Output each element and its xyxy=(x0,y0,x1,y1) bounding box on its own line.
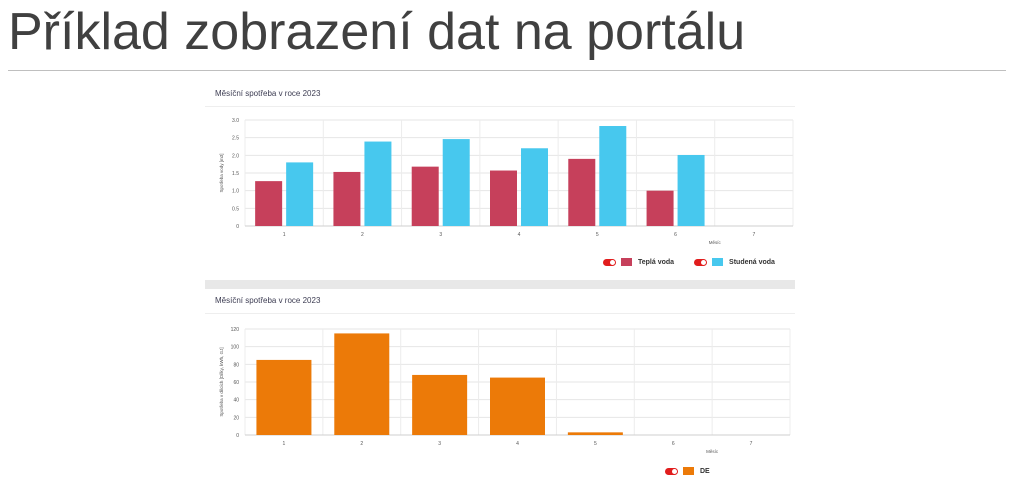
y-axis-label: Spotřeba v dílcích [Dílky, kWh, GJ] xyxy=(219,347,224,416)
y-axis-label: Spotřeba vody [m3] xyxy=(219,153,224,192)
y-tick-label: 0 xyxy=(236,224,239,230)
toggle-switch-icon[interactable] xyxy=(694,258,708,266)
y-tick-label: 120 xyxy=(231,327,240,333)
y-tick-label: 60 xyxy=(233,380,239,386)
legend-item[interactable]: Studená voda xyxy=(694,258,775,266)
legend-label: Studená voda xyxy=(729,258,775,266)
toggle-switch-icon[interactable] xyxy=(603,258,616,266)
legend-swatch xyxy=(683,467,694,475)
bar-teplá-voda-5[interactable] xyxy=(568,158,596,226)
chart-title: Měsíční spotřeba v roce 2023 xyxy=(215,89,321,98)
y-tick-label: 20 xyxy=(233,415,239,421)
bar-teplá-voda-4[interactable] xyxy=(490,170,517,226)
bar-teplá-voda-2[interactable] xyxy=(333,171,361,226)
x-tick-label: 1 xyxy=(283,232,286,238)
bar-teplá-voda-1[interactable] xyxy=(255,181,283,226)
legend-swatch xyxy=(621,258,632,266)
y-tick-label: 1.0 xyxy=(232,189,239,195)
x-tick-label: 3 xyxy=(439,232,442,238)
chart-panel-heat: Měsíční spotřeba v roce 2023 0 20 40 60 80 10… xyxy=(205,289,795,491)
bar-teplá-voda-6[interactable] xyxy=(646,190,674,226)
x-tick-label: 7 xyxy=(750,441,753,447)
y-tick-label: 0 xyxy=(236,433,239,439)
bar-de-5[interactable] xyxy=(567,432,623,435)
legend-label: Teplá voda xyxy=(638,258,675,266)
chart-title-divider xyxy=(205,106,795,107)
y-tick-label: 1.5 xyxy=(232,171,239,177)
bar-studená-voda-3[interactable] xyxy=(442,139,470,226)
water-bar-chart: 0 0.5 1.0 1.5 2.0 2.5 3.0 Spotřeba vody [m3] 1 2 3… xyxy=(219,118,794,245)
toggle-switch-icon[interactable] xyxy=(665,467,678,475)
x-tick-label: 4 xyxy=(518,232,521,238)
x-tick-label: 7 xyxy=(752,232,755,238)
bar-de-2[interactable] xyxy=(334,333,390,435)
chart-legend: DE xyxy=(665,467,724,475)
bar-studená-voda-4[interactable] xyxy=(521,148,548,226)
y-tick-label: 2.0 xyxy=(232,153,239,159)
chart-title-divider xyxy=(205,313,795,314)
x-axis-label: Měsíc xyxy=(706,449,719,454)
legend-item[interactable]: DE xyxy=(665,467,710,475)
bar-studená-voda-5[interactable] xyxy=(599,126,627,226)
bar-teplá-voda-3[interactable] xyxy=(411,166,439,226)
x-axis-label: Měsíc xyxy=(709,240,722,245)
bar-studená-voda-6[interactable] xyxy=(677,154,705,226)
bar-studená-voda-2[interactable] xyxy=(364,141,392,226)
y-tick-label: 2.5 xyxy=(232,136,239,142)
bar-de-3[interactable] xyxy=(412,374,468,435)
y-tick-label: 3.0 xyxy=(232,118,239,124)
chart-legend: Teplá voda Studená voda xyxy=(603,258,789,266)
chart-panel-water: Měsíční spotřeba v roce 2023 0 0.5 1.0 1.5 2… xyxy=(205,82,795,280)
heat-bar-chart: 0 20 40 60 80 100 120 Spotřeba v dílcích [Dílky… xyxy=(219,327,791,454)
x-tick-label: 3 xyxy=(438,441,441,447)
chart-title: Měsíční spotřeba v roce 2023 xyxy=(215,296,321,305)
x-tick-label: 6 xyxy=(674,232,677,238)
bar-studená-voda-1[interactable] xyxy=(286,162,314,226)
title-divider xyxy=(8,70,1006,71)
legend-swatch xyxy=(712,258,724,266)
x-tick-label: 2 xyxy=(361,232,364,238)
x-tick-label: 5 xyxy=(594,441,597,447)
x-tick-label: 1 xyxy=(283,441,286,447)
panel-separator xyxy=(205,280,795,289)
bar-de-1[interactable] xyxy=(256,359,312,435)
y-tick-label: 0.5 xyxy=(232,206,239,212)
y-tick-label: 100 xyxy=(231,345,240,351)
x-tick-label: 2 xyxy=(360,441,363,447)
y-tick-label: 40 xyxy=(233,398,239,404)
legend-item[interactable]: Teplá voda xyxy=(603,258,674,266)
x-tick-label: 6 xyxy=(672,441,675,447)
x-tick-label: 4 xyxy=(516,441,519,447)
x-tick-label: 5 xyxy=(596,232,599,238)
slide-title: Příklad zobrazení dat na portálu xyxy=(8,3,746,61)
legend-label: DE xyxy=(700,467,710,475)
bar-de-4[interactable] xyxy=(490,377,545,435)
y-tick-label: 80 xyxy=(233,362,239,368)
